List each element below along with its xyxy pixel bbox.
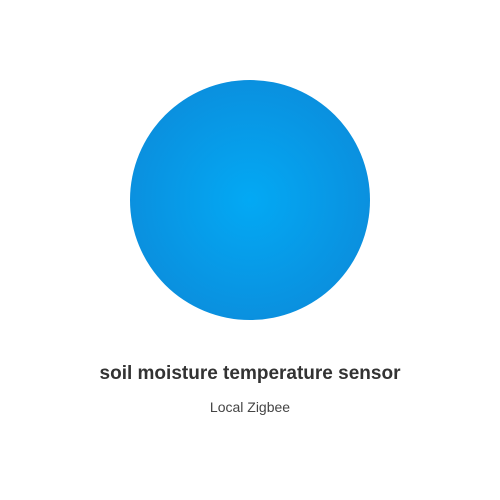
device-circle-icon (130, 80, 370, 320)
device-integration: Local Zigbee (209, 399, 291, 415)
device-name: soil moisture temperature sensor (99, 363, 401, 384)
